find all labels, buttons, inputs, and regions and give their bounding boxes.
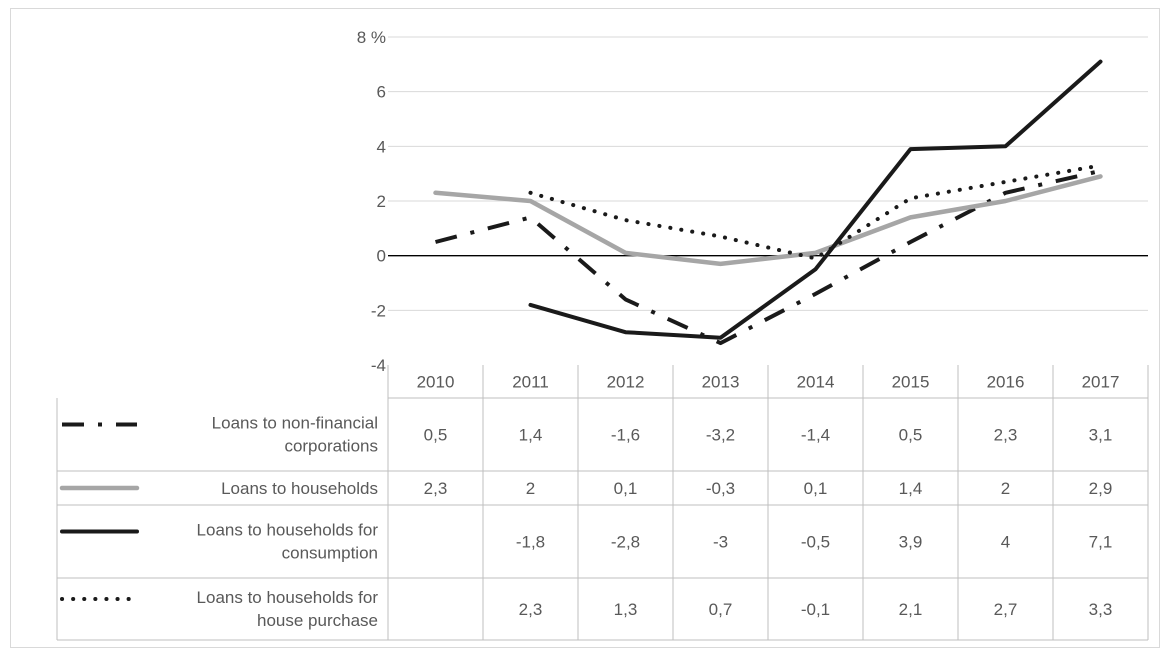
series-name-label: corporations	[284, 437, 378, 456]
data-label: -3	[713, 533, 728, 552]
series-lines	[433, 59, 1103, 346]
data-label: 1,4	[519, 426, 543, 445]
data-label: 2,7	[994, 600, 1018, 619]
data-label: 2,3	[519, 600, 543, 619]
data-label: 4	[1001, 533, 1010, 552]
x-category-label: 2016	[987, 373, 1025, 392]
data-label: 3,1	[1089, 426, 1113, 445]
data-label: 2	[1001, 479, 1010, 498]
data-label: -1,8	[516, 533, 545, 552]
y-tick-label: 4	[377, 137, 386, 156]
data-label: 3,9	[899, 533, 923, 552]
series-line-2	[433, 174, 1103, 267]
y-tick-label: -4	[371, 356, 386, 375]
data-table: 2010 2011 2012 2013 2014 2015 2016 2017 Loans to…	[56, 365, 1149, 641]
series-line-4	[528, 163, 1103, 261]
series-name-label: Loans to households	[221, 479, 378, 498]
data-label: -0,5	[801, 533, 830, 552]
data-label: 3,3	[1089, 600, 1113, 619]
data-label: -1,6	[611, 426, 640, 445]
data-label: 0,5	[424, 426, 448, 445]
x-category-label: 2011	[512, 373, 549, 392]
y-tick-label: 8 %	[357, 28, 386, 47]
x-category-label: 2012	[607, 373, 645, 392]
chart-frame	[10, 8, 1160, 648]
data-label: -0,1	[801, 600, 830, 619]
series-name-label: Loans to households for	[197, 588, 379, 607]
series-line-3	[528, 59, 1103, 340]
x-category-label: 2014	[797, 373, 835, 392]
x-category-label: 2010	[417, 373, 455, 392]
x-category-label: 2017	[1082, 373, 1120, 392]
data-label: 0,7	[709, 600, 733, 619]
y-tick-label: 0	[377, 247, 386, 266]
series-name-label: consumption	[282, 544, 378, 563]
y-tick-label: -2	[371, 301, 386, 320]
series-name-label: Loans to households for	[197, 521, 379, 540]
gridlines	[388, 36, 1148, 311]
data-label: 0,5	[899, 426, 923, 445]
series-line-1	[434, 168, 1101, 346]
data-label: 2,3	[424, 479, 448, 498]
data-label: 1,3	[614, 600, 638, 619]
data-label: 2,9	[1089, 479, 1113, 498]
y-tick-label: 2	[377, 192, 386, 211]
data-label: 2,3	[994, 426, 1018, 445]
series-name-label: Loans to non-financial	[212, 414, 378, 433]
data-label: 2	[526, 479, 535, 498]
data-label: -0,3	[706, 479, 735, 498]
data-label: -3,2	[706, 426, 735, 445]
data-label: -1,4	[801, 426, 830, 445]
series-name-label: house purchase	[257, 611, 378, 630]
data-label: 1,4	[899, 479, 923, 498]
x-category-label: 2013	[702, 373, 740, 392]
data-label: 7,1	[1089, 533, 1113, 552]
data-label: 0,1	[614, 479, 638, 498]
y-tick-label: 6	[377, 83, 386, 102]
x-category-label: 2015	[892, 373, 930, 392]
data-label: -2,8	[611, 533, 640, 552]
y-axis: -4 -2 0 2 4 6 8 %	[357, 28, 1148, 375]
data-label: 0,1	[804, 479, 828, 498]
data-label: 2,1	[899, 600, 923, 619]
